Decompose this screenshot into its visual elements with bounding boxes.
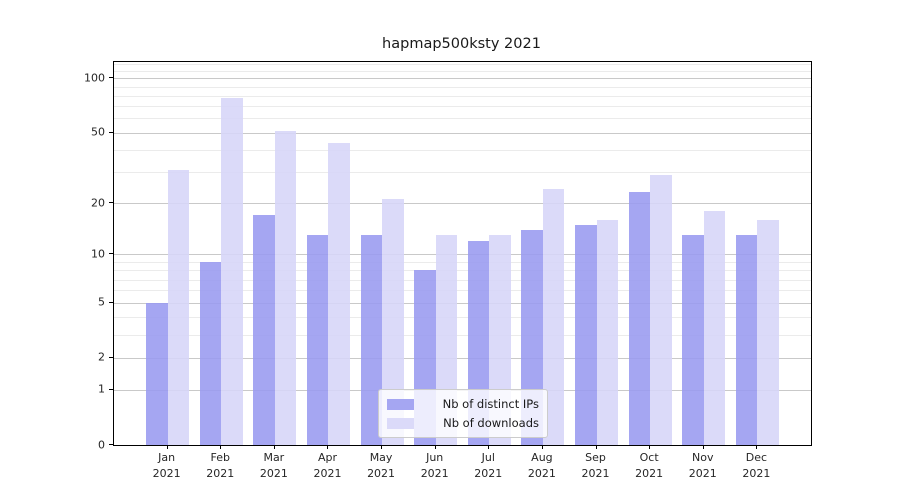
bar-downloads [274,131,297,445]
x-tick-label: May 2021 [367,451,396,480]
x-tick-mark [595,445,597,449]
x-tick-label: Oct 2021 [635,451,664,480]
minor-gridline [114,63,811,65]
chart-title: hapmap500ksty 2021 [382,36,541,52]
x-tick-mark [756,445,758,449]
minor-gridline [114,262,811,264]
bar-distinct-ips [253,215,275,445]
minor-gridline [114,70,811,72]
x-tick-mark [488,445,490,449]
y-tick-mark [109,301,113,303]
minor-gridline [114,317,811,319]
x-tick-label: Jul 2021 [474,451,503,480]
y-tick-label: 5 [98,295,105,309]
x-tick-label: Feb 2021 [206,451,235,480]
x-tick-label: Mar 2021 [259,451,288,480]
minor-gridline [114,106,811,108]
major-gridline [114,254,811,256]
major-gridline [114,78,811,80]
bar-downloads [382,199,404,445]
x-tick-mark [273,445,275,449]
bar-downloads [650,174,672,445]
bar-distinct-ips [199,262,222,445]
x-tick-mark [702,445,704,449]
y-tick-label: 1 [98,382,105,396]
minor-gridline [114,279,811,281]
bar-downloads [757,219,779,445]
bar-distinct-ips [307,235,329,445]
y-tick-mark [109,444,113,445]
minor-gridline [114,149,811,151]
minor-gridline [114,172,811,174]
major-gridline [114,203,811,205]
minor-gridline [114,95,811,97]
legend-item-distinct-ips: Nb of distinct IPs [387,397,539,411]
bar-distinct-ips [628,192,651,445]
y-tick-mark [109,388,113,390]
x-tick-mark [327,445,329,449]
x-tick-label: Nov 2021 [688,451,717,480]
y-tick-label: 100 [84,71,105,85]
major-gridline [114,302,811,304]
bar-downloads [542,189,565,445]
minor-gridline [114,270,811,272]
bar-distinct-ips [360,235,383,445]
bar-distinct-ips [146,302,168,445]
legend-label-distinct-ips: Nb of distinct IPs [442,397,539,411]
bar-distinct-ips [735,235,758,445]
bar-downloads [703,211,726,445]
x-tick-label: Jun 2021 [420,451,449,480]
y-tick-label: 20 [91,196,105,210]
y-tick-label: 50 [91,125,105,139]
minor-gridline [114,118,811,120]
y-tick-mark [109,202,113,204]
x-tick-mark [166,445,168,449]
legend-swatch-downloads [387,417,414,429]
bar-distinct-ips [575,224,597,445]
bar-downloads [167,169,190,445]
x-tick-mark [541,445,543,449]
bar-downloads [221,97,243,445]
legend-swatch-distinct-ips [387,398,414,410]
x-tick-mark [220,445,222,449]
y-tick-label: 10 [91,247,105,261]
x-tick-mark [649,445,651,449]
x-tick-mark [381,445,383,449]
x-tick-label: Sep 2021 [581,451,610,480]
x-tick-label: Apr 2021 [313,451,342,480]
y-tick-mark [109,77,113,79]
x-tick-label: Jan 2021 [152,451,181,480]
bar-downloads [328,142,350,445]
bar-distinct-ips [682,235,704,445]
y-tick-label: 0 [98,438,105,451]
y-tick-mark [109,131,113,133]
minor-gridline [114,290,811,292]
x-tick-mark [434,445,436,449]
major-gridline [114,357,811,359]
legend: Nb of distinct IPs Nb of downloads [378,389,548,438]
x-tick-label: Aug 2021 [527,451,556,480]
y-tick-mark [109,253,113,255]
y-tick-mark [109,356,113,358]
legend-item-downloads: Nb of downloads [387,416,539,430]
bar-downloads [596,219,618,445]
plot-area: Nb of distinct IPs Nb of downloads [113,61,812,446]
legend-label-downloads: Nb of downloads [443,416,539,430]
major-gridline [114,132,811,134]
y-tick-label: 2 [98,350,105,364]
minor-gridline [114,334,811,336]
minor-gridline [114,86,811,88]
x-tick-label: Dec 2021 [742,451,771,480]
